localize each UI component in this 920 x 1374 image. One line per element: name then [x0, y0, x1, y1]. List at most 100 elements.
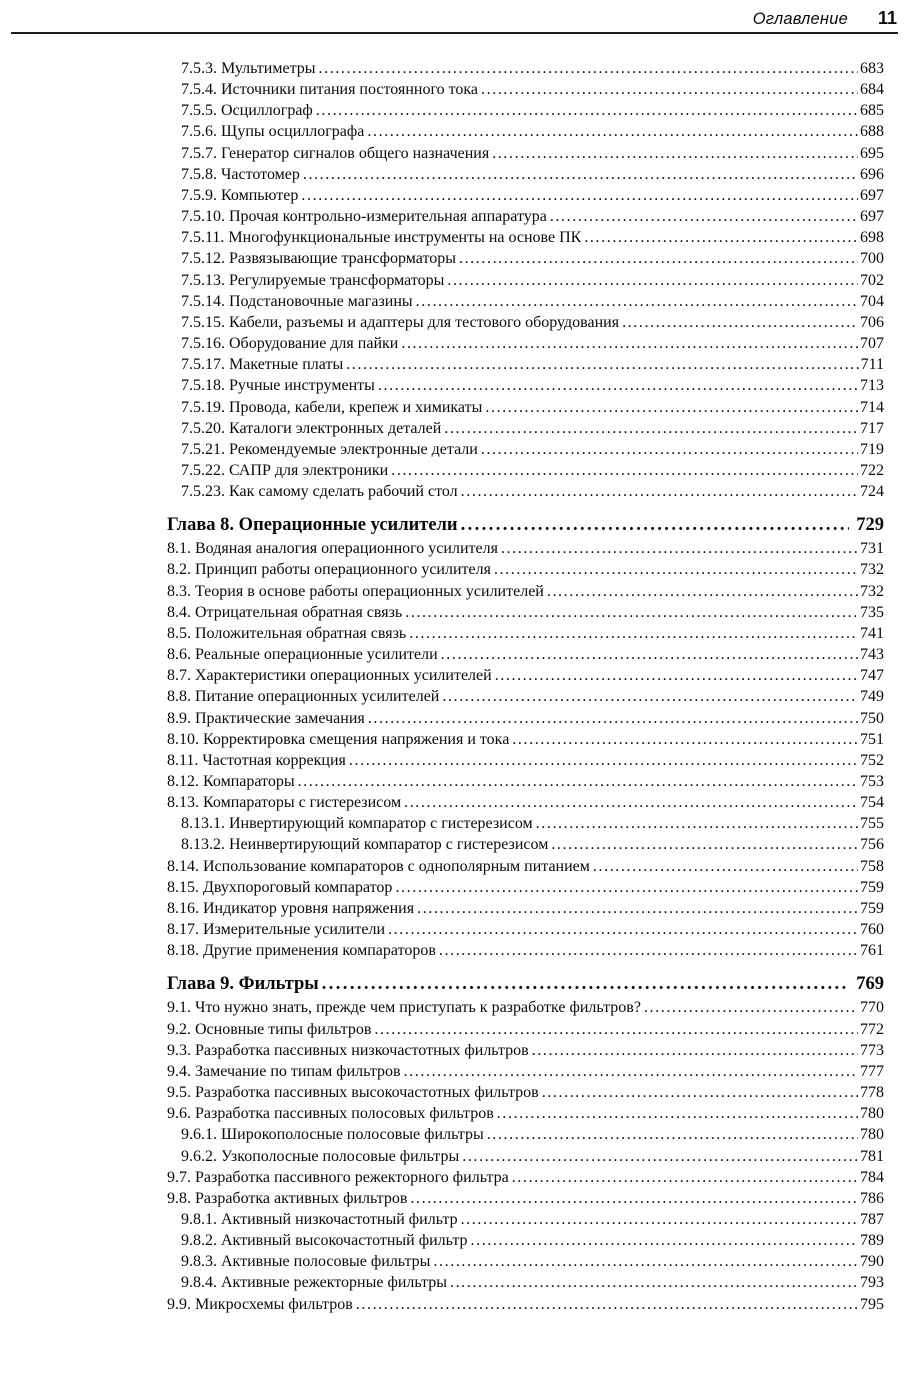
- toc-entry-label: 8.9. Практические замечания: [167, 709, 365, 727]
- toc-entry-page: 778: [860, 1084, 884, 1102]
- toc-entry-page: 795: [860, 1295, 884, 1313]
- toc-entry: 7.5.14. Подстановочные магазины 704: [167, 291, 884, 312]
- toc-entry: 7.5.21. Рекомендуемые электронные детали…: [167, 439, 884, 460]
- dot-leader: [410, 1188, 858, 1209]
- toc-entry: 7.5.20. Каталоги электронных деталей 717: [167, 418, 884, 439]
- toc-entry: 9.4. Замечание по типам фильтров 777: [167, 1061, 884, 1082]
- toc-entry: 9.6.1. Широкополосные полосовые фильтры …: [167, 1124, 884, 1145]
- toc-entry: 7.5.8. Частотомер 696: [167, 164, 884, 185]
- toc-entry: 8.17. Измерительные усилители 760: [167, 919, 884, 940]
- toc-entry-label: 8.5. Положительная обратная связь: [167, 624, 407, 642]
- toc-entry-label: 9.3. Разработка пассивных низкочастотных…: [167, 1041, 529, 1059]
- toc-entry-page: 688: [860, 123, 884, 141]
- dot-leader: [301, 185, 858, 206]
- dot-leader: [487, 1124, 858, 1145]
- toc-entry-label: 8.11. Частотная коррекция: [167, 751, 346, 769]
- toc-entry-page: 761: [860, 942, 884, 960]
- toc-entry-label: 8.13.2. Неинвертирующий компаратор с гис…: [181, 836, 549, 854]
- toc-entry: 9.8.3. Активные полосовые фильтры 790: [167, 1251, 884, 1272]
- toc-entry-label: 7.5.16. Оборудование для пайки: [181, 335, 399, 353]
- dot-leader: [481, 79, 858, 100]
- dot-leader: [550, 206, 858, 227]
- dot-leader: [471, 1230, 858, 1251]
- toc-entry-page: 684: [860, 81, 884, 99]
- toc-entry: 9.6.2. Узкополосные полосовые фильтры 78…: [167, 1146, 884, 1167]
- toc-entry-page: 685: [860, 102, 884, 120]
- toc-entry: 7.5.23. Как самому сделать рабочий стол …: [167, 481, 884, 502]
- dot-leader: [501, 538, 858, 559]
- toc-entry-label: 9.8.4. Активные режекторные фильтры: [181, 1274, 447, 1292]
- toc-entry: 8.9. Практические замечания 750: [167, 708, 884, 729]
- toc-chapter-entry: Глава 8. Операционные усилители 729: [167, 514, 884, 536]
- toc-entry: 8.18. Другие применения компараторов 761: [167, 940, 884, 961]
- dot-leader: [444, 418, 858, 439]
- toc-entry-page: 758: [860, 857, 884, 875]
- dot-leader: [497, 1103, 858, 1124]
- toc-entry-page: 706: [860, 313, 884, 331]
- toc-entry: 9.3. Разработка пассивных низкочастотных…: [167, 1040, 884, 1061]
- toc-entry-page: 780: [860, 1105, 884, 1123]
- toc-entry-page: 784: [860, 1168, 884, 1186]
- dot-leader: [404, 792, 858, 813]
- toc-entry: 8.3. Теория в основе работы операционных…: [167, 581, 884, 602]
- toc-entry: 7.5.13. Регулируемые трансформаторы 702: [167, 270, 884, 291]
- dot-leader: [395, 877, 858, 898]
- toc-entry-page: 753: [860, 773, 884, 790]
- dot-leader: [512, 729, 858, 750]
- toc-entry-page: 735: [860, 603, 884, 621]
- toc-entry-label: 7.5.3. Мультиметры: [181, 60, 316, 77]
- toc-entry-label: 7.5.15. Кабели, разъемы и адаптеры для т…: [181, 313, 620, 331]
- dot-leader: [459, 248, 858, 269]
- toc-entry-label: 8.10. Корректировка смещения напряжения …: [167, 730, 510, 748]
- toc-entry-page: 732: [860, 561, 884, 579]
- toc-entry-page: 749: [860, 688, 884, 706]
- dot-leader: [441, 644, 858, 665]
- dot-leader: [462, 1146, 858, 1167]
- dot-leader: [547, 581, 858, 602]
- toc-entry-page: 747: [860, 667, 884, 685]
- toc-entry-page: 754: [860, 794, 884, 812]
- toc-entry-page: 707: [860, 335, 884, 353]
- dot-leader: [495, 665, 858, 686]
- toc-entry: 7.5.5. Осциллограф 685: [167, 100, 884, 121]
- toc-entry-label: 8.12. Компараторы: [167, 773, 295, 790]
- toc-entry: 9.9. Микросхемы фильтров 795: [167, 1294, 884, 1315]
- toc-entry-label: 7.5.22. САПР для электроники: [181, 461, 389, 479]
- dot-leader: [409, 623, 858, 644]
- toc-entry-label: 7.5.20. Каталоги электронных деталей: [181, 419, 442, 437]
- toc-entry-label: 8.6. Реальные операционные усилители: [167, 646, 438, 664]
- dot-leader: [593, 856, 858, 877]
- toc-entry-label: 7.5.5. Осциллограф: [181, 102, 313, 120]
- toc-entry: 8.16. Индикатор уровня напряжения 759: [167, 898, 884, 919]
- header-rule: [11, 32, 898, 34]
- toc-chapter-entry: Глава 9. Фильтры 769: [167, 973, 884, 995]
- toc-entry: 8.7. Характеристики операционных усилите…: [167, 665, 884, 686]
- toc-entry-page: 770: [860, 999, 884, 1017]
- toc-entry-label: 9.6.1. Широкополосные полосовые фильтры: [181, 1126, 484, 1144]
- toc-entry-page: 772: [860, 1020, 884, 1038]
- toc-entry-label: 7.5.6. Щупы осциллографа: [181, 123, 365, 141]
- toc-entry-label: 8.2. Принцип работы операционного усилит…: [167, 561, 491, 579]
- toc-entry-page: 711: [860, 356, 884, 374]
- dot-leader: [349, 750, 858, 771]
- toc-entry-label: 8.3. Теория в основе работы операционных…: [167, 582, 544, 600]
- toc-entry: 8.15. Двухпороговый компаратор 759: [167, 877, 884, 898]
- page-header: Оглавление 11: [11, 8, 897, 29]
- dot-leader: [401, 333, 858, 354]
- toc-entry: 9.8.2. Активный высокочастотный фильтр 7…: [167, 1230, 884, 1251]
- running-title: Оглавление: [752, 10, 848, 28]
- toc-entry-page: 752: [860, 751, 884, 769]
- toc-entry-page: 777: [860, 1062, 884, 1080]
- toc-entry: 8.11. Частотная коррекция 752: [167, 750, 884, 771]
- dot-leader: [481, 439, 858, 460]
- toc-entry-page: 683: [860, 60, 884, 77]
- dot-leader: [551, 834, 858, 855]
- toc-entry-label: 7.5.4. Источники питания постоянного ток…: [181, 81, 479, 99]
- toc-entry-page: 729: [856, 515, 884, 536]
- toc-entry-page: 790: [860, 1253, 884, 1271]
- toc-entry-label: 9.8.3. Активные полосовые фильтры: [181, 1253, 431, 1271]
- toc-entry: 7.5.6. Щупы осциллографа 688: [167, 121, 884, 142]
- toc-entry-page: 743: [860, 646, 884, 664]
- dot-leader: [644, 997, 858, 1018]
